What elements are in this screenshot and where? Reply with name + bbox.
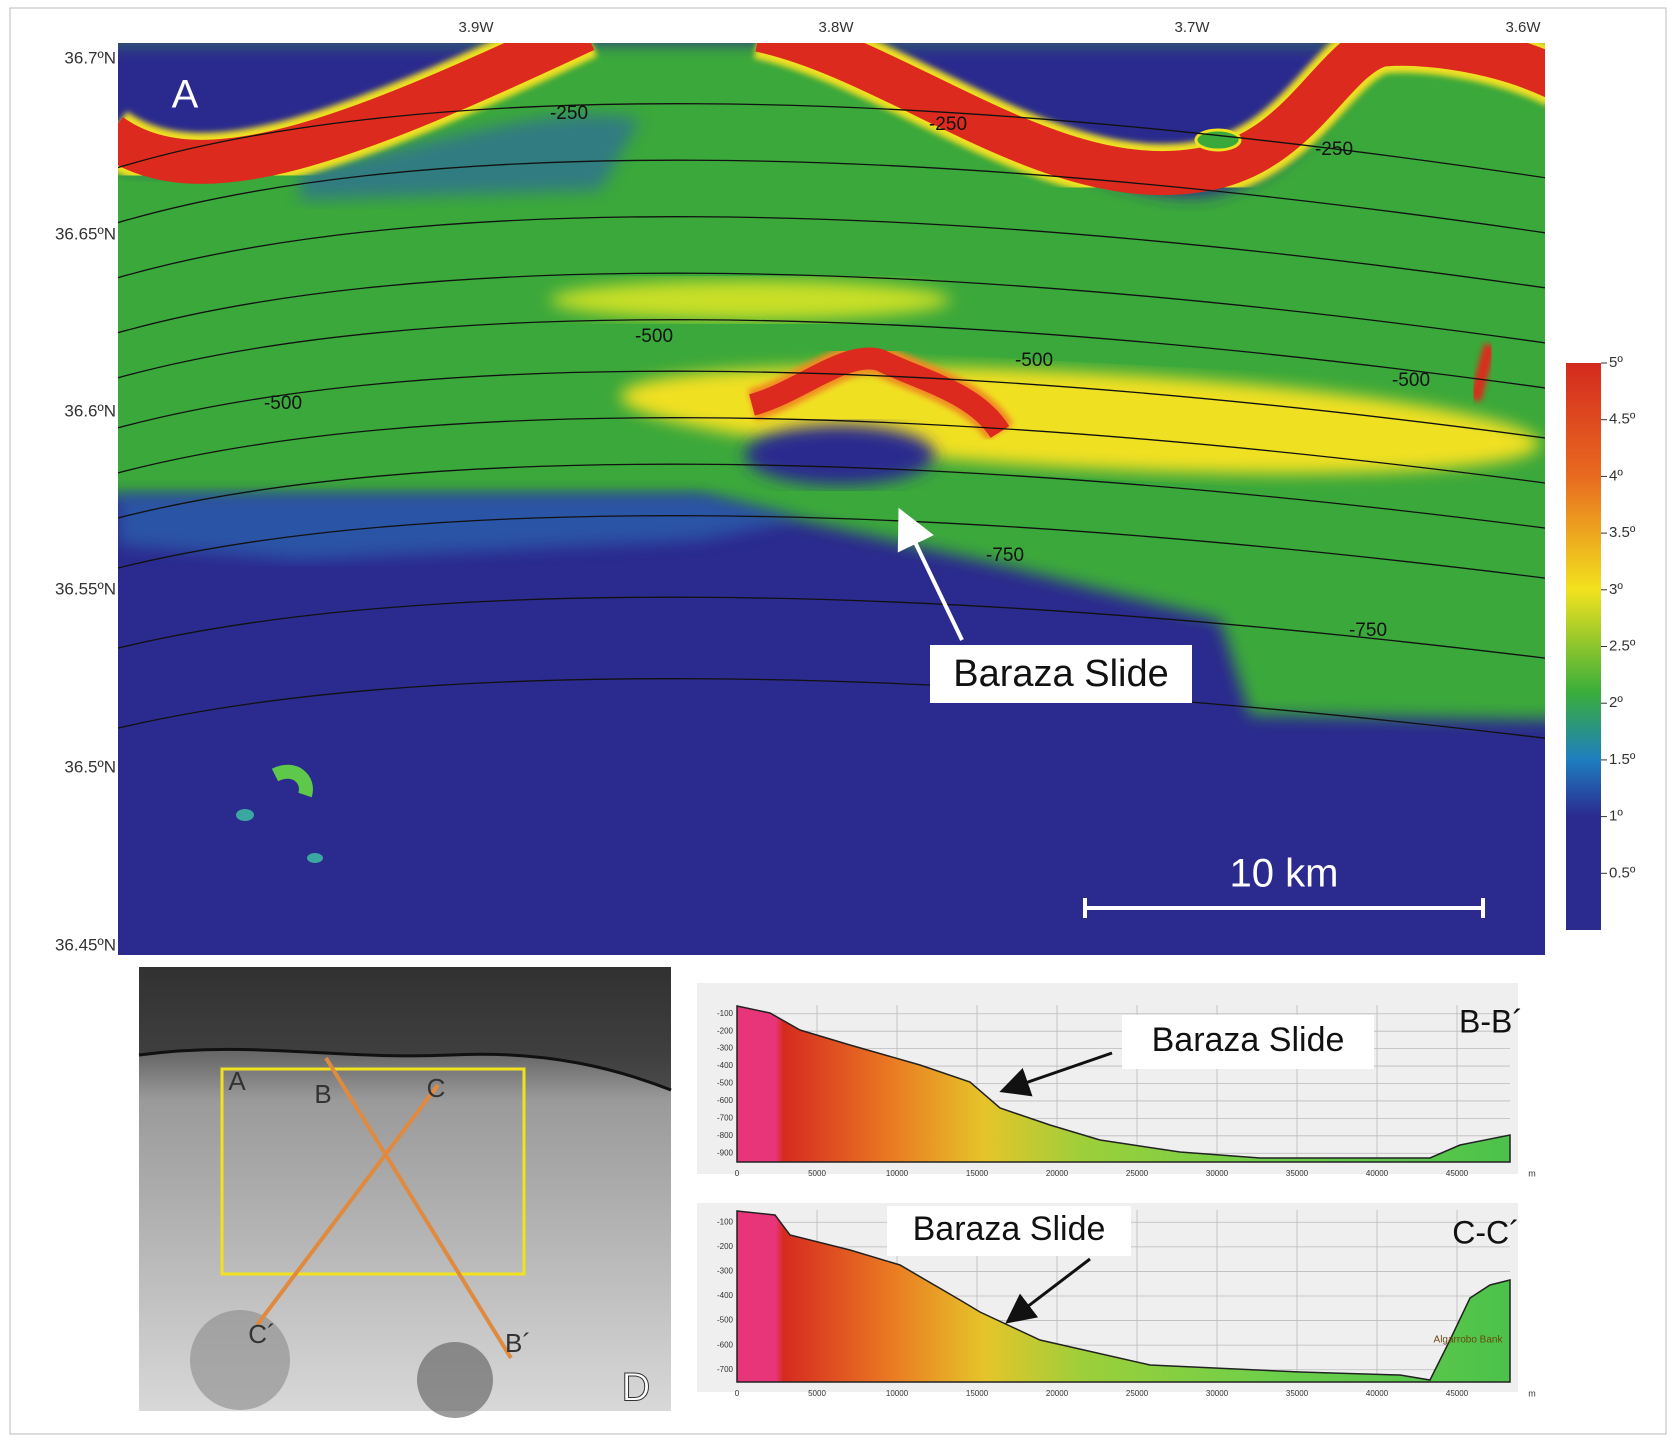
x-tick-label: 35000 xyxy=(1286,1169,1309,1178)
x-tick-label: 30000 xyxy=(1206,1389,1229,1398)
profile-endpoint: B´ xyxy=(505,1328,531,1358)
lat-label: 36.65ºN xyxy=(55,224,116,243)
profile-title: C-C´ xyxy=(1452,1214,1520,1250)
y-tick-label: -100 xyxy=(717,1009,734,1018)
contour-label: -250 xyxy=(929,114,967,135)
x-tick-label: 15000 xyxy=(966,1389,989,1398)
x-tick-label: 5000 xyxy=(808,1169,826,1178)
y-tick-label: -600 xyxy=(717,1340,734,1349)
x-tick-label: 30000 xyxy=(1206,1169,1229,1178)
profile-endpoint: B xyxy=(314,1079,331,1109)
panel-label: D xyxy=(622,1366,651,1410)
y-tick-label: -100 xyxy=(717,1217,734,1226)
colorbar-label: 2º xyxy=(1609,694,1623,711)
x-tick-label: 35000 xyxy=(1286,1389,1309,1398)
contour-label: -500 xyxy=(264,393,302,414)
contour-label: -750 xyxy=(986,545,1024,566)
contour-label: -500 xyxy=(1015,350,1053,371)
colorbar-label: 0.5º xyxy=(1609,864,1636,881)
y-tick-label: -200 xyxy=(717,1026,734,1035)
x-tick-label: 45000 xyxy=(1446,1389,1469,1398)
annotation: Baraza Slide xyxy=(953,653,1168,695)
y-tick-label: -500 xyxy=(717,1079,734,1088)
y-tick-label: -300 xyxy=(717,1267,734,1276)
lat-label: 36.55ºN xyxy=(55,579,116,598)
y-tick-label: -400 xyxy=(717,1291,734,1300)
annotation: Baraza Slide xyxy=(913,1210,1106,1248)
panel-label: A xyxy=(172,73,199,117)
contour-label: -500 xyxy=(635,326,673,347)
colorbar-label: 4º xyxy=(1609,467,1623,484)
lat-label: 36.6ºN xyxy=(64,401,116,420)
colorbar-label: 1.5º xyxy=(1609,751,1636,768)
figure: Baraza Slide 10 km A -100 -200 -300 -400 -50… xyxy=(0,0,1676,1440)
lon-label: 3.8W xyxy=(818,19,854,36)
scale-label: 10 km xyxy=(1230,852,1339,896)
colorbar-label: 1º xyxy=(1609,808,1623,825)
x-tick-label: 25000 xyxy=(1126,1389,1149,1398)
annotation: Baraza Slide xyxy=(1152,1021,1345,1059)
x-unit: m xyxy=(1528,1388,1536,1398)
y-tick-label: -300 xyxy=(717,1044,734,1053)
colorbar-label: 5º xyxy=(1609,354,1623,371)
colorbar-label: 3.5º xyxy=(1609,524,1636,541)
x-tick-label: 0 xyxy=(735,1389,740,1398)
contour-label: -250 xyxy=(550,103,588,124)
colorbar-label: 2.5º xyxy=(1609,637,1636,654)
profile-endpoint: A xyxy=(228,1066,246,1096)
lon-label: 3.7W xyxy=(1174,19,1210,36)
profile-endpoint: C´ xyxy=(248,1319,275,1349)
x-tick-label: 20000 xyxy=(1046,1389,1069,1398)
y-tick-label: -900 xyxy=(717,1148,734,1157)
x-tick-label: 10000 xyxy=(886,1169,909,1178)
x-tick-label: 15000 xyxy=(966,1169,989,1178)
y-tick-label: -800 xyxy=(717,1131,734,1140)
x-tick-label: 40000 xyxy=(1366,1389,1389,1398)
colorbar-label: 3º xyxy=(1609,581,1623,598)
lat-label: 36.7ºN xyxy=(64,48,116,67)
contour-label: -500 xyxy=(1392,370,1430,391)
x-tick-label: 10000 xyxy=(886,1389,909,1398)
feature-label: Algarrobo Bank xyxy=(1434,1335,1504,1346)
y-tick-label: -700 xyxy=(717,1113,734,1122)
contour-label: -250 xyxy=(1315,139,1353,160)
x-tick-label: 45000 xyxy=(1446,1169,1469,1178)
y-tick-label: -500 xyxy=(717,1316,734,1325)
y-tick-label: -200 xyxy=(717,1242,734,1251)
x-tick-label: 25000 xyxy=(1126,1169,1149,1178)
location-map xyxy=(139,967,671,1418)
slope-map xyxy=(100,30,1560,955)
x-tick-label: 0 xyxy=(735,1169,740,1178)
lat-label: 36.45ºN xyxy=(55,935,116,954)
y-tick-label: -400 xyxy=(717,1061,734,1070)
y-tick-label: -700 xyxy=(717,1365,734,1374)
colorbar xyxy=(1566,363,1601,930)
x-tick-label: 20000 xyxy=(1046,1169,1069,1178)
x-unit: m xyxy=(1528,1168,1536,1178)
x-tick-label: 40000 xyxy=(1366,1169,1389,1178)
contour-label: -750 xyxy=(1349,620,1387,641)
colorbar-label: 4.5º xyxy=(1609,411,1636,428)
profile-endpoint: C xyxy=(427,1073,446,1103)
lon-label: 3.6W xyxy=(1505,19,1541,36)
profile-title: B-B´ xyxy=(1459,1003,1523,1039)
y-tick-label: -600 xyxy=(717,1096,734,1105)
lon-label: 3.9W xyxy=(458,19,494,36)
lat-label: 36.5ºN xyxy=(64,757,116,776)
x-tick-label: 5000 xyxy=(808,1389,826,1398)
